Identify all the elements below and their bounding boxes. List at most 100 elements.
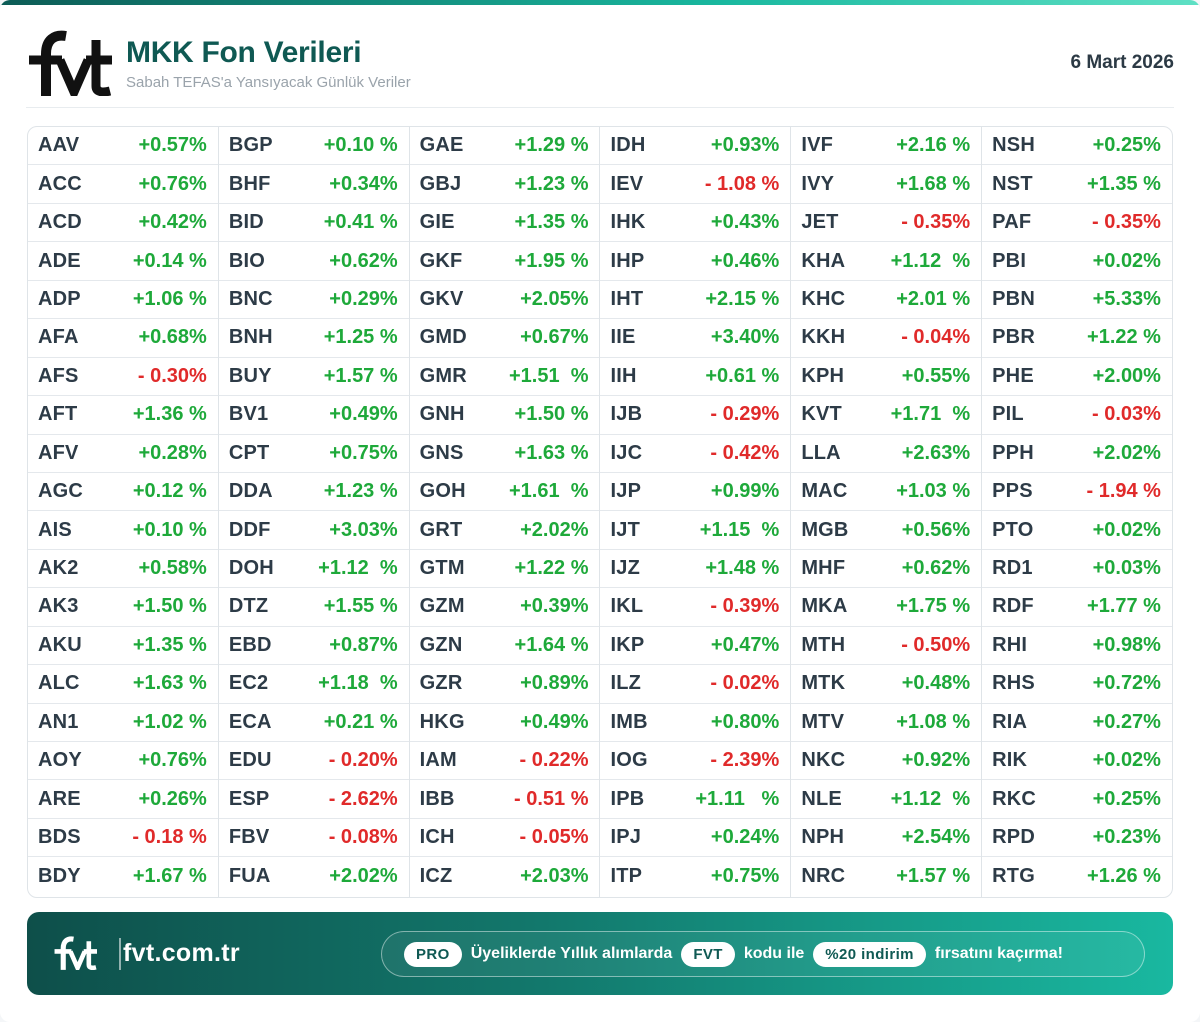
fund-code: KKH [801, 326, 846, 349]
fund-code: PBN [992, 287, 1035, 310]
fund-row: GNH +1.50 % [409, 396, 600, 435]
fund-row: IJB - 0.29% [600, 396, 791, 435]
fund-change: - 0.18 % [132, 826, 207, 849]
fund-code: ADE [38, 249, 81, 272]
fund-row: KKH - 0.04% [791, 319, 982, 358]
fund-row: IIH +0.61 % [600, 358, 791, 397]
fund-column: IDH +0.93% IEV - 1.08 % IHK +0.43% IHP +0.46% IH… [600, 127, 792, 897]
fund-code: NKC [801, 749, 846, 772]
fund-row: ALC +1.63 % [28, 665, 218, 704]
fund-row: PPH +2.02% [982, 435, 1172, 473]
fund-row: IIE +3.40% [600, 319, 791, 358]
fund-change: +0.72% [1092, 672, 1161, 695]
fund-row: ACC +0.76% [28, 165, 218, 204]
promo-code-badge: FVT [681, 941, 735, 967]
fund-change: +0.03% [1092, 557, 1161, 580]
fund-code: NLE [801, 787, 842, 810]
fund-change: +0.27% [1092, 710, 1161, 733]
fund-row: FBV - 0.08% [218, 819, 409, 858]
fund-row: BGP +0.10 % [218, 127, 409, 166]
fund-row: IVY +1.68 % [791, 165, 982, 204]
fund-row: DDA +1.23 % [218, 473, 409, 512]
fund-row: BDY +1.67 % [28, 857, 218, 895]
fund-code: BDS [38, 826, 81, 849]
fund-row: DTZ +1.55 % [218, 588, 409, 627]
fund-change: +0.21 % [323, 710, 398, 733]
fund-code: HKG [419, 710, 465, 733]
fund-row: ITP +0.75% [600, 857, 790, 895]
fund-code: IDH [610, 134, 646, 157]
fund-code: NPH [801, 826, 845, 849]
footer-site-link[interactable]: fvt.com.tr [123, 939, 240, 967]
fund-code: ESP [228, 787, 270, 810]
fund-row: ADE +0.14 % [28, 242, 218, 281]
fund-row: GIE +1.35 % [409, 204, 600, 243]
fund-change: +2.02% [1092, 441, 1161, 464]
fund-row: MTH - 0.50% [791, 627, 982, 666]
fund-change: +0.56% [901, 518, 971, 541]
fund-change: +2.02% [329, 865, 398, 888]
fund-row: GKV +2.05% [409, 281, 600, 320]
fund-code: PBR [992, 326, 1035, 349]
fund-change: +1.03 % [896, 480, 971, 503]
fund-column: GAE +1.29 % GBJ +1.23 % GIE +1.35 % GKF +1.95 %… [409, 127, 601, 897]
fund-change: +0.55% [901, 364, 971, 387]
fund-code: NST [992, 172, 1033, 195]
fund-row: MAC +1.03 % [791, 473, 982, 512]
fund-row: BID +0.41 % [218, 204, 409, 243]
fund-change: +1.35 % [132, 633, 207, 656]
fund-code: DDF [228, 518, 271, 541]
fund-change: - 0.29% [710, 403, 780, 426]
fund-row: GAE +1.29 % [409, 127, 600, 166]
fund-change: +0.67% [520, 326, 589, 349]
fund-change: +1.50 % [132, 595, 207, 618]
fund-row: GKF +1.95 % [409, 242, 600, 281]
fund-code: BNC [228, 287, 273, 310]
fund-change: +0.47% [710, 633, 780, 656]
fund-change: +0.12 % [132, 480, 207, 503]
fund-change: +3.40% [710, 326, 780, 349]
fund-change: +1.15 % [699, 518, 780, 541]
fund-code: IKL [610, 595, 644, 618]
fund-row: RPD +0.23% [982, 819, 1172, 858]
fund-code: BDY [38, 865, 81, 888]
fund-change: +1.35 % [1087, 172, 1161, 195]
fund-row: IDH +0.93% [600, 127, 791, 166]
fund-row: ARE +0.26% [28, 780, 218, 819]
fund-change: +1.57 % [896, 865, 971, 888]
fund-row: MTV +1.08 % [791, 704, 982, 742]
fund-row: MKA +1.75 % [791, 588, 982, 627]
fund-code: KVT [801, 403, 842, 426]
fund-code: IHT [610, 287, 644, 310]
fund-row: IHK +0.43% [600, 204, 791, 243]
fund-row: FUA +2.02% [219, 857, 409, 895]
fund-row: NPH +2.54% [791, 819, 982, 858]
fund-code: AGC [38, 480, 84, 503]
fund-row: AKU +1.35 % [28, 627, 218, 666]
fund-code: AN1 [38, 710, 79, 733]
fund-code: EC2 [228, 672, 269, 695]
fund-code: PPH [992, 441, 1034, 464]
fund-code: PAF [992, 211, 1032, 234]
fund-row: NST +1.35 % [982, 165, 1172, 204]
fund-change: - 0.03% [1092, 403, 1161, 426]
fund-change: - 1.94 % [1086, 480, 1161, 503]
header-divider [26, 107, 1174, 108]
fund-code: FUA [228, 865, 271, 888]
fund-code: FBV [228, 826, 270, 849]
fund-code: PHE [992, 364, 1034, 387]
fund-row: RIK +0.02% [982, 742, 1172, 781]
fund-code: IIH [610, 364, 637, 387]
fund-code: BID [228, 211, 264, 234]
fund-code: LLA [801, 441, 841, 464]
fund-change: +0.80% [710, 710, 780, 733]
fund-change: +0.87% [329, 633, 398, 656]
fund-code: RTG [992, 865, 1035, 888]
fund-code: GIE [419, 211, 455, 234]
fund-row: ICH - 0.05% [409, 819, 600, 858]
fund-row: RHI +0.98% [982, 627, 1172, 666]
fund-code: BIO [228, 249, 265, 272]
fund-change: +2.05% [520, 287, 589, 310]
fund-change: - 1.08 % [704, 172, 780, 195]
fund-change: +1.63 % [132, 672, 207, 695]
